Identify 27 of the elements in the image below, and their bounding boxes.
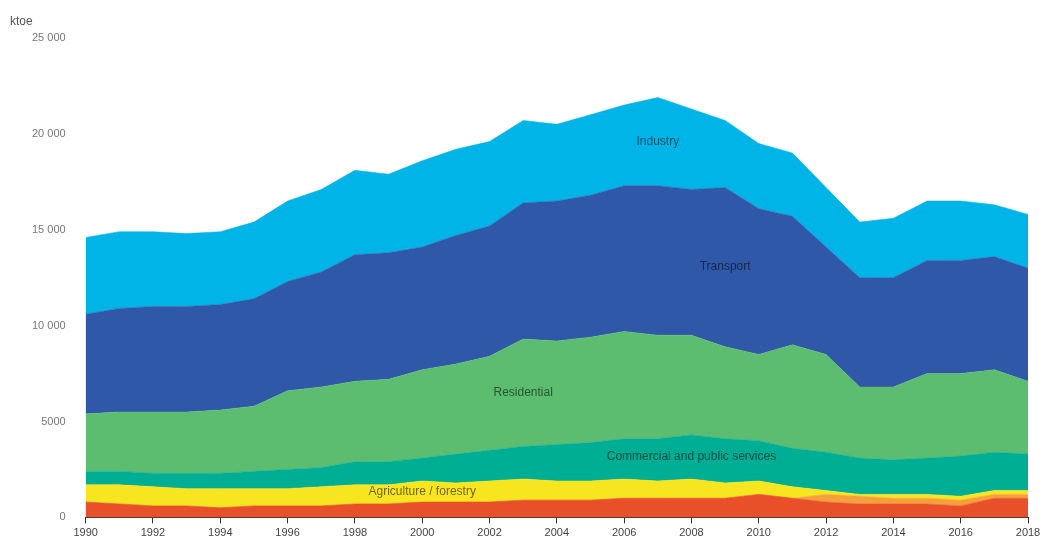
x-tick-label: 2006: [611, 526, 637, 539]
x-tick-label: 1996: [275, 526, 300, 539]
x-tick-label: 2008: [679, 526, 704, 539]
x-tick-label: 2016: [948, 526, 973, 539]
x-tick-label: 2004: [544, 526, 570, 539]
x-tick-label: 2018: [1015, 526, 1041, 539]
x-tick-label: 1992: [140, 526, 166, 539]
x-tick-label: 2014: [881, 526, 906, 539]
y-axis-title: ktoe: [10, 14, 34, 29]
series-label: Industry: [636, 133, 680, 148]
series-label: Agriculture / forestry: [368, 483, 476, 498]
series-label: Commercial and public services: [606, 449, 777, 464]
x-tick-label: 2010: [746, 526, 771, 539]
series-label: Residential: [493, 385, 553, 400]
x-tick-label: 2002: [477, 526, 502, 539]
series-label: Transport: [699, 259, 752, 274]
x-tick-label: 1990: [73, 526, 98, 539]
x-tick-label: 2012: [813, 526, 839, 539]
y-tick-label: 20 000: [31, 126, 66, 139]
x-tick-label: 1994: [208, 526, 233, 539]
y-tick-label: 25 000: [31, 31, 66, 44]
x-tick-label: 1998: [342, 526, 368, 539]
y-tick-label: 15 000: [31, 222, 66, 235]
x-tick-label: 2000: [409, 526, 435, 539]
y-tick-label: 5000: [41, 414, 66, 427]
y-tick-label: 10 000: [31, 318, 66, 331]
y-tick-label: 0: [59, 510, 66, 523]
